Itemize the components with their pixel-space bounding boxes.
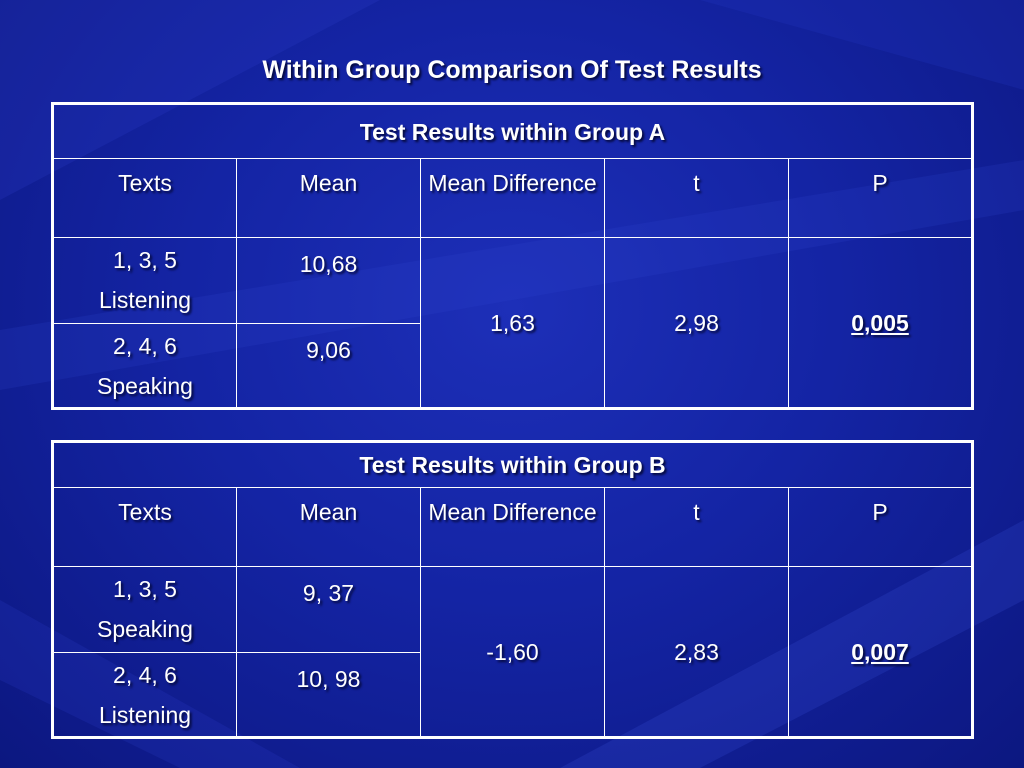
texts-numbers: 1, 3, 5 xyxy=(113,576,177,602)
column-header-t: t xyxy=(604,158,789,238)
column-header-mean: Mean xyxy=(236,158,421,238)
column-header-mean-difference: Mean Difference xyxy=(420,487,605,567)
mean-cell: 10, 98 xyxy=(236,652,421,738)
column-header-p: P xyxy=(788,487,973,567)
column-header-row: Texts Mean Mean Difference t P xyxy=(52,487,973,567)
texts-numbers: 2, 4, 6 xyxy=(113,662,177,688)
table-row: 2, 4, 6 Speaking 9,06 xyxy=(52,323,973,409)
mean-cell: 9, 37 xyxy=(236,566,421,653)
texts-skill: Speaking xyxy=(97,616,193,642)
column-header-texts: Texts xyxy=(52,158,237,238)
mean-cell: 9,06 xyxy=(236,323,421,409)
texts-skill: Listening xyxy=(98,702,192,728)
texts-skill: Listening xyxy=(98,287,192,313)
column-header-row: Texts Mean Mean Difference t P xyxy=(52,158,973,238)
group-a-results-table: Test Results within Group A Texts Mean M… xyxy=(51,102,974,410)
column-header-texts: Texts xyxy=(52,487,237,567)
t-value-cell: 2,83 xyxy=(604,566,789,738)
mean-difference-cell: 1,63 xyxy=(420,237,605,409)
column-header-mean-difference: Mean Difference xyxy=(420,158,605,238)
texts-cell: 1, 3, 5 Speaking xyxy=(52,566,237,653)
texts-cell: 2, 4, 6 Listening xyxy=(52,652,237,738)
table-heading-row: Test Results within Group B xyxy=(52,441,973,488)
group-b-results-table: Test Results within Group B Texts Mean M… xyxy=(51,440,974,739)
group-b-heading: Test Results within Group B xyxy=(52,441,973,488)
column-header-p: P xyxy=(788,158,973,238)
slide-title: Within Group Comparison Of Test Results xyxy=(262,56,762,84)
column-header-mean: Mean xyxy=(236,487,421,567)
mean-difference-cell: -1,60 xyxy=(420,566,605,738)
texts-numbers: 1, 3, 5 xyxy=(113,247,177,273)
group-a-heading: Test Results within Group A xyxy=(52,103,973,159)
table-row: 2, 4, 6 Listening 10, 98 xyxy=(52,652,973,738)
texts-cell: 1, 3, 5 Listening xyxy=(52,237,237,324)
table-row: 1, 3, 5 Listening 10,68 1,63 2,98 0,005 xyxy=(52,237,973,409)
texts-cell: 2, 4, 6 Speaking xyxy=(52,323,237,409)
p-value-cell: 0,005 xyxy=(788,237,973,409)
texts-skill: Speaking xyxy=(97,373,193,399)
table-heading-row: Test Results within Group A xyxy=(52,103,973,159)
column-header-t: t xyxy=(604,487,789,567)
table-row: 1, 3, 5 Speaking 9, 37 -1,60 2,83 0,007 xyxy=(52,566,973,738)
t-value-cell: 2,98 xyxy=(604,237,789,409)
mean-cell: 10,68 xyxy=(236,237,421,324)
p-value-cell: 0,007 xyxy=(788,566,973,738)
texts-numbers: 2, 4, 6 xyxy=(113,333,177,359)
